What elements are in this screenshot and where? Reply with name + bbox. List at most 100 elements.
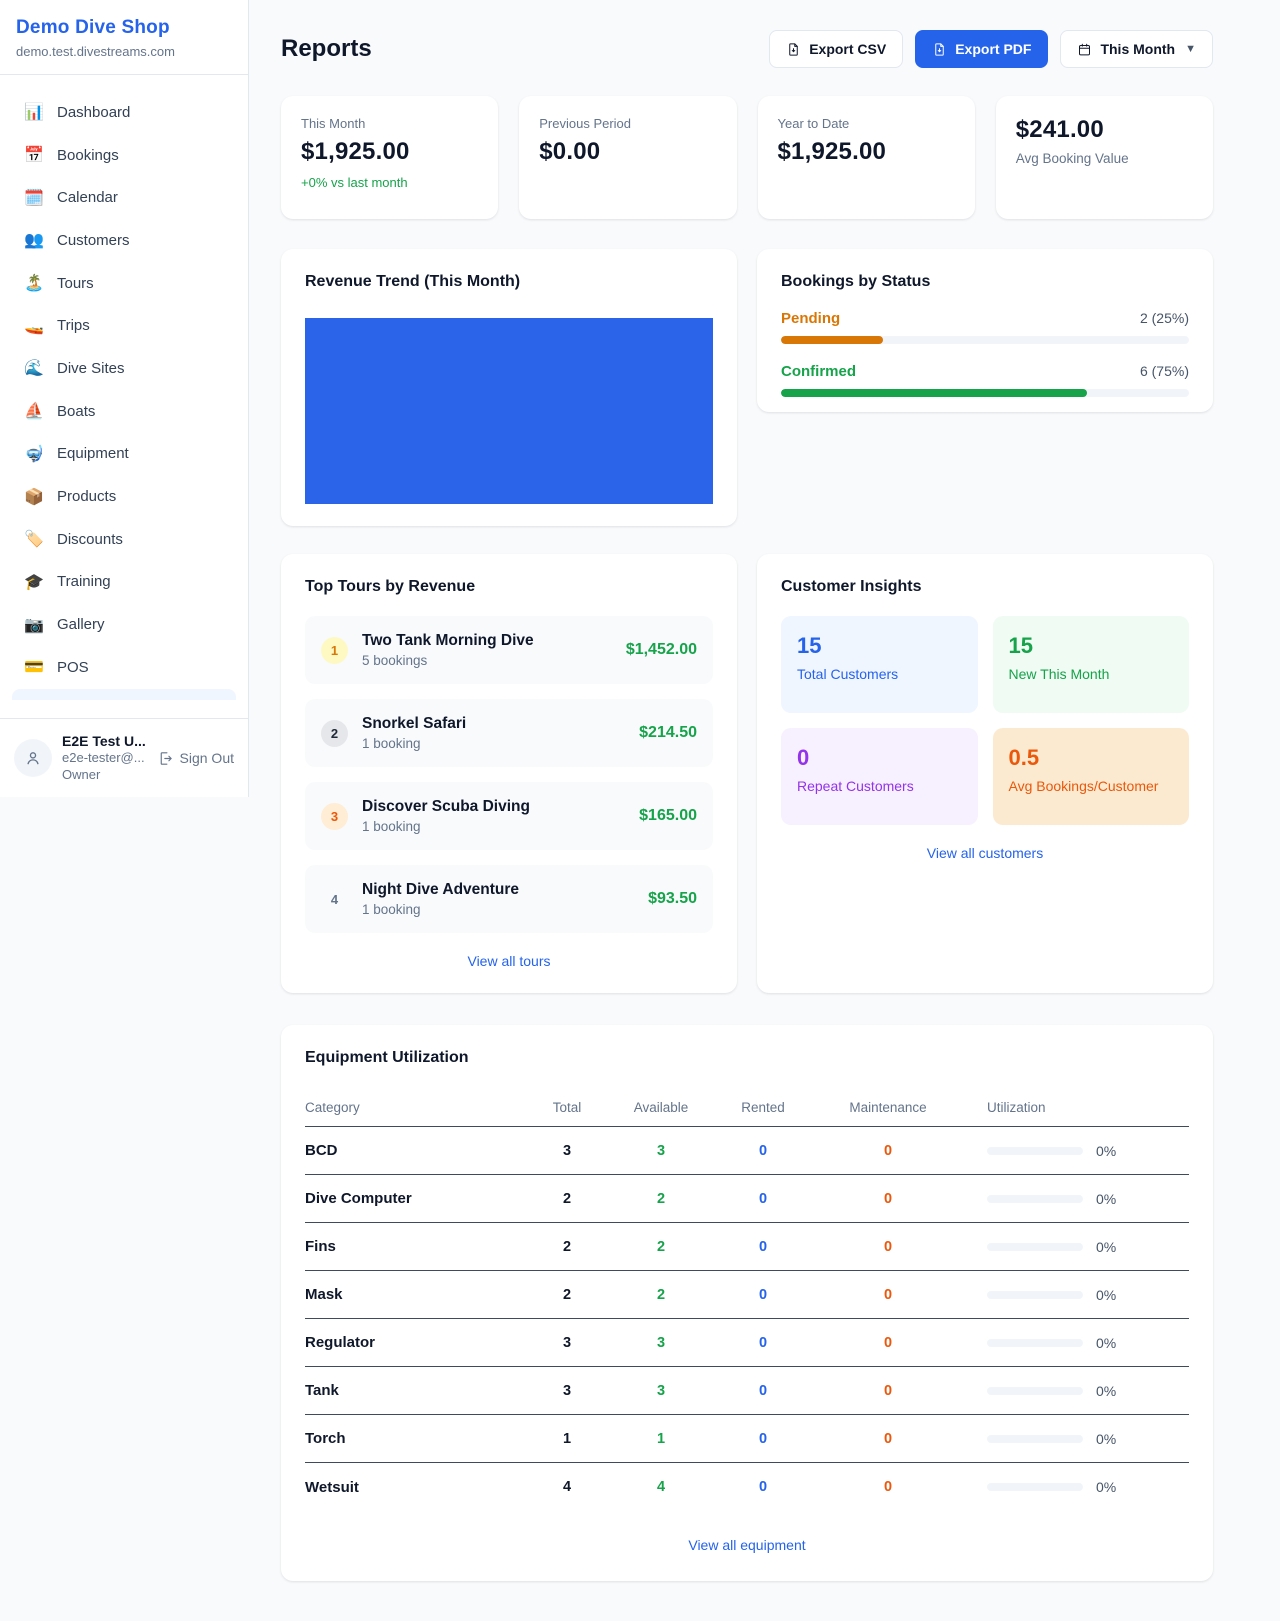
equipment-rented: 0: [758, 1142, 768, 1159]
speedboat-icon: 🚤: [24, 317, 44, 335]
insight-grid: 15 Total Customers 15 New This Month 0 R…: [781, 616, 1189, 825]
equipment-maintenance: 0: [883, 1238, 893, 1255]
view-all-tours-link[interactable]: View all tours: [467, 953, 551, 969]
equipment-utilization-cell: 0%: [961, 1335, 1189, 1351]
sidebar-item-customers[interactable]: 👥 Customers: [12, 219, 236, 262]
table-header-row: Category Total Available Rented Maintena…: [305, 1089, 1189, 1127]
equipment-total: 3: [562, 1142, 572, 1159]
tour-list-item: 4 Night Dive Adventure 1 booking $93.50: [305, 865, 713, 933]
revenue-trend-card: Revenue Trend (This Month): [281, 249, 737, 526]
customer-insights-card: Customer Insights 15 Total Customers 15 …: [757, 554, 1213, 993]
sidebar-item-gallery[interactable]: 📷 Gallery: [12, 603, 236, 646]
sidebar-item-bookings[interactable]: 📅 Bookings: [12, 134, 236, 177]
utilization-track: [987, 1483, 1083, 1491]
sidebar-item-training[interactable]: 🎓 Training: [12, 561, 236, 604]
sign-out-label: Sign Out: [179, 750, 234, 766]
avatar: [14, 739, 52, 777]
stat-label: Avg Booking Value: [1015, 151, 1129, 166]
stats-row: This Month $1,925.00 +0% vs last month P…: [281, 96, 1213, 219]
equipment-category: Torch: [305, 1430, 346, 1447]
calendar-icon: 🗓️: [24, 189, 44, 207]
view-all-equipment-link[interactable]: View all equipment: [688, 1537, 806, 1553]
equipment-rented: 0: [758, 1479, 768, 1495]
tour-name: Discover Scuba Diving: [362, 798, 530, 815]
sidebar-item-dashboard[interactable]: 📊 Dashboard: [12, 91, 236, 134]
table-row: Dive Computer 2 2 0 0 0%: [305, 1175, 1189, 1223]
export-pdf-button[interactable]: Export PDF: [915, 30, 1049, 68]
equipment-available: 3: [656, 1382, 666, 1399]
export-pdf-label: Export PDF: [955, 41, 1032, 57]
column-header: Utilization: [987, 1100, 1046, 1115]
insight-value: 15: [1008, 633, 1033, 658]
sidebar-item-dive-sites[interactable]: 🌊 Dive Sites: [12, 347, 236, 390]
equipment-utilization-cell: 0%: [961, 1239, 1189, 1255]
sidebar-item-label: Dashboard: [57, 103, 131, 121]
table-row: Torch 1 1 0 0 0%: [305, 1415, 1189, 1463]
calendar-icon: [1079, 43, 1091, 55]
sidebar-item-pos[interactable]: 💳 POS: [12, 646, 236, 689]
equipment-utilization-cell: 0%: [961, 1287, 1189, 1303]
tour-bookings: 1 booking: [362, 902, 421, 917]
graduation-cap-icon: 🎓: [24, 573, 44, 591]
tour-revenue: $214.50: [639, 724, 697, 741]
insight-value: 15: [797, 633, 822, 658]
insight-value: 0: [797, 745, 810, 770]
customers-icon: 👥: [24, 232, 44, 250]
sidebar-item-products[interactable]: 📦 Products: [12, 475, 236, 518]
view-all-customers-link[interactable]: View all customers: [926, 845, 1044, 861]
tag-icon: 🏷️: [24, 531, 44, 549]
export-csv-button[interactable]: Export CSV: [769, 30, 904, 68]
column-header: Rented: [741, 1100, 785, 1115]
sidebar-item-label: Discounts: [57, 530, 123, 548]
equipment-available: 3: [656, 1334, 666, 1351]
sidebar: Demo Dive Shop demo.test.divestreams.com…: [0, 0, 249, 797]
tour-bookings: 5 bookings: [362, 653, 428, 668]
equipment-utilization-cell: 0%: [961, 1191, 1189, 1207]
equipment-utilization-cell: 0%: [961, 1383, 1189, 1399]
sidebar-item-label: Bookings: [57, 146, 119, 164]
equipment-utilization-cell: 0%: [961, 1143, 1189, 1159]
sign-out-button[interactable]: Sign Out: [157, 750, 234, 767]
utilization-percent: 0%: [1096, 1238, 1117, 1255]
diving-mask-icon: 🤿: [24, 445, 44, 463]
status-label: Confirmed: [781, 363, 856, 380]
utilization-track: [987, 1434, 1083, 1443]
equipment-total: 3: [562, 1334, 572, 1351]
stat-value: $0.00: [539, 138, 601, 165]
bookings-status-title: Bookings by Status: [781, 273, 931, 290]
sidebar-item-reports-active-partial[interactable]: [12, 688, 236, 700]
main-content: Reports Export CSV Export PDF This Month…: [249, 0, 1280, 1621]
sidebar-item-boats[interactable]: ⛵ Boats: [12, 390, 236, 433]
equipment-utilization-title: Equipment Utilization: [305, 1049, 469, 1066]
column-header: Maintenance: [849, 1100, 927, 1115]
camera-icon: 📷: [24, 616, 44, 634]
sidebar-item-discounts[interactable]: 🏷️ Discounts: [12, 518, 236, 561]
equipment-total: 3: [562, 1382, 572, 1399]
tour-revenue: $165.00: [639, 807, 697, 824]
tour-bookings: 1 booking: [362, 819, 421, 834]
sidebar-item-label: Dive Sites: [57, 359, 125, 377]
table-row: BCD 3 3 0 0 0%: [305, 1127, 1189, 1175]
insights-row: Top Tours by Revenue 1 Two Tank Morning …: [281, 554, 1213, 993]
charts-row: Revenue Trend (This Month) Bookings by S…: [281, 249, 1213, 526]
sidebar-item-label: Equipment: [57, 445, 129, 463]
sidebar-item-calendar[interactable]: 🗓️ Calendar: [12, 176, 236, 219]
sidebar-item-label: Calendar: [57, 189, 118, 207]
insight-tile-repeat-customers: 0 Repeat Customers: [781, 728, 978, 825]
sidebar-item-label: Training: [57, 573, 111, 591]
equipment-category: Wetsuit: [305, 1478, 359, 1496]
equipment-category: Regulator: [305, 1334, 376, 1351]
sidebar-item-tours[interactable]: 🏝️ Tours: [12, 262, 236, 305]
equipment-total: 2: [562, 1190, 572, 1207]
sidebar-item-equipment[interactable]: 🤿 Equipment: [12, 433, 236, 476]
stat-card-this-month: This Month $1,925.00 +0% vs last month: [281, 96, 499, 219]
utilization-percent: 0%: [1096, 1190, 1117, 1207]
file-download-icon: [935, 42, 944, 56]
period-selector[interactable]: This Month ▼: [1060, 30, 1213, 68]
sailboat-icon: ⛵: [24, 403, 44, 421]
stat-value: $1,925.00: [301, 138, 410, 165]
equipment-maintenance: 0: [883, 1190, 893, 1207]
column-header: Category: [305, 1100, 360, 1115]
sidebar-item-trips[interactable]: 🚤 Trips: [12, 304, 236, 347]
table-row: Fins 2 2 0 0 0%: [305, 1223, 1189, 1271]
